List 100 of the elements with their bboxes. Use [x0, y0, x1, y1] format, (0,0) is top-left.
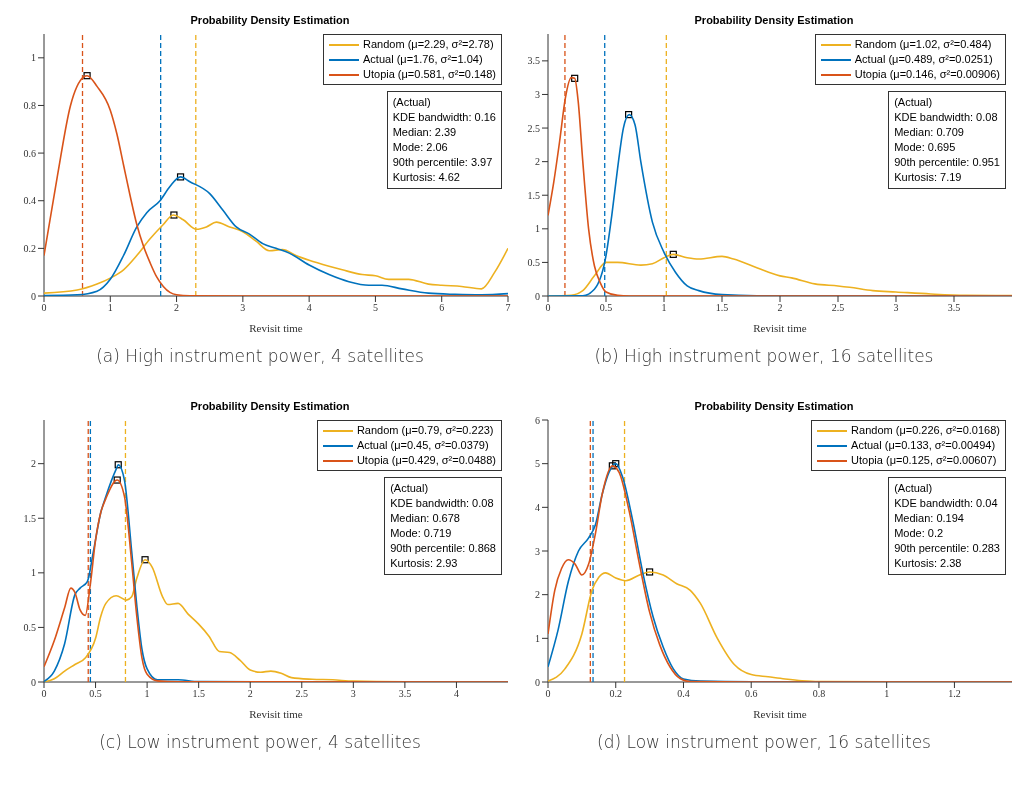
y-tick-label: 2	[31, 458, 36, 470]
point	[83, 72, 91, 80]
x-axis-title: Revisit time	[249, 708, 303, 720]
y-tick-label: 1	[535, 223, 540, 235]
annotation: (Actual)	[390, 481, 430, 496]
point	[612, 460, 620, 468]
x-tick-label: 0.8	[812, 688, 826, 700]
annotation: (Actual)	[894, 95, 934, 110]
legend-label: Utopia (μ=0.429, σ²=0.0488)	[356, 453, 496, 468]
x-tick-label: 0	[41, 688, 47, 700]
point	[608, 462, 616, 470]
annotation: 90th percentile: 0.951	[894, 155, 1000, 170]
x-tick-label: 2	[174, 302, 180, 314]
y-tick-label: 0.5	[23, 621, 36, 633]
point	[170, 211, 178, 219]
x-tick-label: 1.2	[948, 688, 961, 700]
annotation: Mode: 2.06	[392, 140, 449, 155]
y-tick-label: 3	[535, 89, 540, 101]
annotation: Kurtosis: 2.93	[390, 556, 459, 571]
point	[625, 111, 633, 119]
x-tick-label: 2.5	[831, 302, 845, 314]
y-tick-label: 3.5	[527, 55, 540, 67]
point	[571, 74, 579, 82]
y-tick-label: 0.5	[527, 256, 540, 268]
annotation: 90th percentile: 3.97	[392, 155, 494, 170]
annotation: Median: 2.39	[392, 125, 458, 140]
annotation: Mode: 0.2	[894, 526, 945, 541]
annotation: KDE bandwidth: 0.08	[894, 110, 999, 125]
text: (b) High instrument power, 16 satellites	[593, 346, 935, 366]
chart-title: Probability Density Estimation	[190, 400, 350, 412]
x-tick-label: 3	[350, 688, 356, 700]
chart-title: Probability Density Estimation	[694, 14, 854, 26]
annotation: KDE bandwidth: 0.16	[392, 110, 496, 125]
legend-label: Actual (μ=0.45, σ²=0.0379)	[356, 438, 489, 453]
x-axis-title: Revisit time	[249, 322, 303, 334]
x-tick-label: 0.5	[89, 688, 102, 700]
y-tick-label: 2	[535, 156, 540, 168]
text: (d) Low instrument power, 16 satellites	[596, 732, 932, 752]
y-tick-label: 0.2	[23, 242, 36, 254]
x-tick-label: 3	[893, 302, 899, 314]
annotation: Median: 0.194	[894, 511, 965, 526]
x-tick-label: 1	[144, 688, 150, 700]
x-tick-label: 0.4	[677, 688, 690, 700]
x-tick-label: 0	[545, 688, 551, 700]
annotation: Median: 0.678	[390, 511, 461, 526]
legend-label: Random (μ=0.79, σ²=0.223)	[356, 423, 494, 438]
legend-label: Actual (μ=0.133, σ²=0.00494)	[851, 438, 996, 453]
x-tick-label: 1	[107, 302, 113, 314]
x-tick-label: 4	[453, 688, 459, 700]
annotation: (Actual)	[894, 481, 934, 496]
point	[114, 461, 122, 469]
y-tick-label: 1	[31, 52, 36, 64]
x-tick-label: 1	[884, 688, 890, 700]
annotation: KDE bandwidth: 0.04	[894, 496, 999, 511]
x-tick-label: 0.2	[609, 688, 622, 700]
legend-label: Random (μ=1.02, σ²=0.484)	[854, 37, 992, 52]
x-tick-label: 2	[247, 688, 253, 700]
x-tick-label: 6	[439, 302, 445, 314]
annotation: Mode: 0.719	[390, 526, 453, 541]
y-tick-label: 0	[31, 290, 36, 302]
point	[141, 556, 149, 564]
x-tick-label: 1	[661, 302, 667, 314]
point	[113, 476, 121, 484]
annotation: Mode: 0.695	[894, 140, 957, 155]
x-tick-label: 1.5	[715, 302, 729, 314]
y-tick-label: 0	[535, 290, 540, 302]
y-tick-label: 6	[535, 414, 540, 426]
y-tick-label: 0.4	[23, 195, 36, 207]
x-tick-label: 1.5	[192, 688, 205, 700]
y-tick-label: 5	[535, 458, 540, 470]
x-tick-label: 0	[545, 302, 551, 314]
x-axis-title: Revisit time	[753, 322, 807, 334]
annotation: Kurtosis: 4.62	[392, 170, 461, 185]
y-tick-label: 0	[535, 676, 540, 688]
x-tick-label: 3	[240, 302, 246, 314]
annotation: Median: 0.709	[894, 125, 965, 140]
legend-label: Utopia (μ=0.125, σ²=0.00607)	[851, 453, 997, 468]
x-tick-label: 0.5	[599, 302, 613, 314]
legend-label: Random (μ=2.29, σ²=2.78)	[363, 37, 494, 52]
y-tick-label: 0	[31, 676, 36, 688]
annotation: (Actual)	[392, 95, 432, 110]
x-tick-label: 2	[777, 302, 783, 314]
chart-title: Probability Density Estimation	[694, 400, 854, 412]
y-tick-label: 2.5	[527, 122, 540, 134]
legend-label: Utopia (μ=0.581, σ²=0.148)	[363, 67, 496, 82]
legend-label: Utopia (μ=0.146, σ²=0.00906)	[854, 67, 1000, 82]
x-tick-label: 5	[372, 302, 378, 314]
y-tick-label: 0.8	[23, 100, 36, 111]
point	[669, 250, 677, 258]
y-tick-label: 0.6	[23, 147, 36, 159]
legend-label: Actual (μ=0.489, σ²=0.0251)	[854, 52, 993, 67]
x-tick-label: 2.5	[295, 688, 309, 700]
x-tick-label: 3.5	[947, 302, 961, 314]
text: (a) High instrument power, 4 satellites	[95, 346, 425, 366]
legend-label: Actual (μ=1.76, σ²=1.04)	[363, 52, 483, 67]
legend-label: Random (μ=0.226, σ²=0.0168)	[851, 423, 1000, 438]
y-tick-label: 2	[535, 589, 540, 601]
y-tick-label: 4	[535, 501, 540, 513]
text: (c) Low instrument power, 4 satellites	[98, 732, 422, 752]
annotation: KDE bandwidth: 0.08	[390, 496, 495, 511]
